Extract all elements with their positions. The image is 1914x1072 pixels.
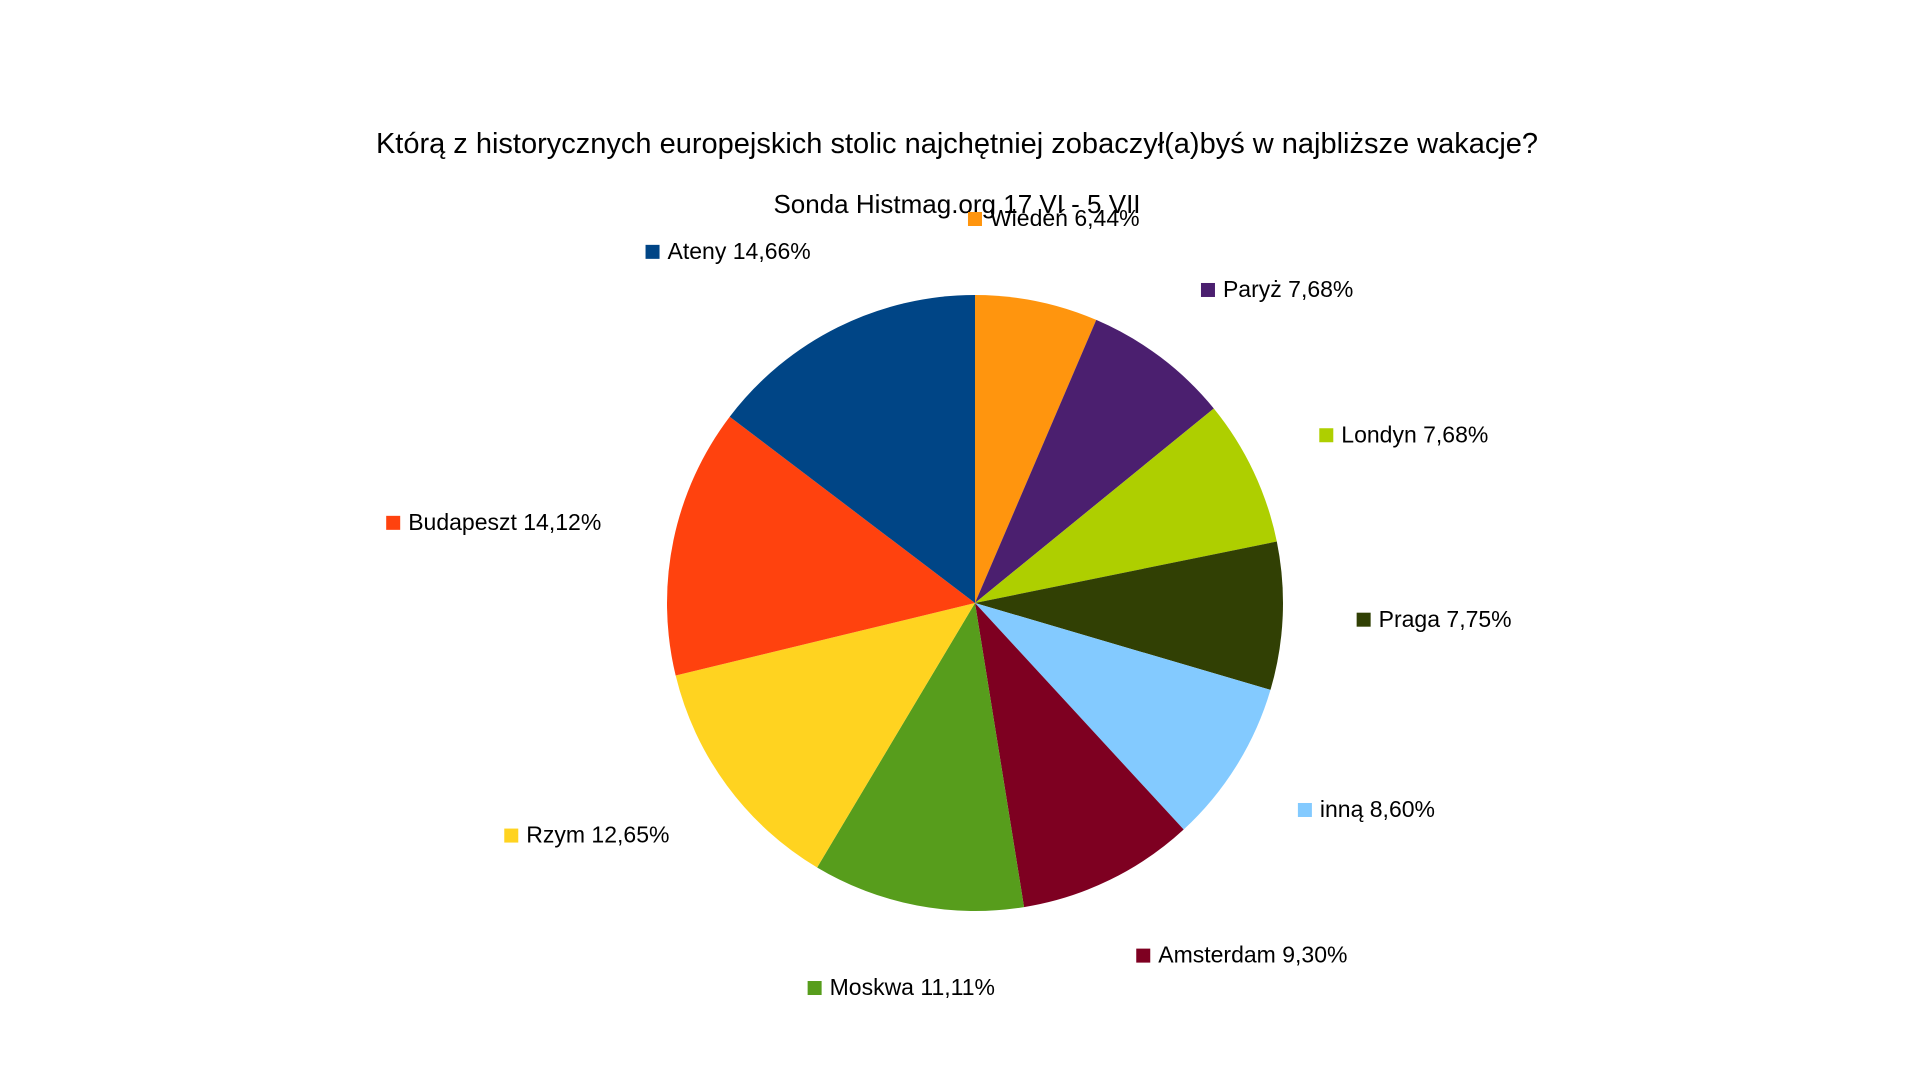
slice-label-text: Ateny 14,66% (668, 238, 811, 264)
slice-label-text: Wiedeń 6,44% (990, 205, 1140, 231)
chart-subtitle: Sonda Histmag.org 17 VI - 5 VII (773, 189, 1141, 219)
legend-key (1136, 948, 1151, 963)
slice-label-text: Moskwa 11,11% (830, 974, 995, 1000)
pie-slice-9 (729, 295, 975, 603)
legend-key (967, 211, 982, 226)
legend-key (807, 981, 822, 996)
slice-label-4: inną 8,60% (1297, 796, 1435, 822)
chart-title: Którą z historycznych europejskich stoli… (375, 128, 1539, 160)
legend-key (504, 828, 519, 843)
legend-key (1297, 802, 1312, 817)
slice-label-3: Praga 7,75% (1356, 606, 1512, 632)
slice-label-text: Amsterdam 9,30% (1158, 942, 1347, 968)
pie-slice-2 (975, 408, 1277, 603)
pie-slice-3 (975, 541, 1283, 690)
slice-label-9: Ateny 14,66% (645, 238, 811, 264)
pie-slice-4 (975, 603, 1271, 830)
slice-label-6: Moskwa 11,11% (807, 974, 995, 1000)
slice-label-text: Praga 7,75% (1379, 606, 1512, 632)
slice-label-2: Londyn 7,68% (1319, 421, 1488, 447)
slice-label-0: Wiedeń 6,44% (967, 205, 1140, 231)
pie-labels: Wiedeń 6,44% Paryż 7,68% Londyn 7,68% Praga… (386, 205, 1512, 1000)
pie-slice-1 (975, 319, 1214, 603)
pie-slice-8 (667, 416, 975, 676)
legend-key (1200, 282, 1215, 297)
legend-key (1356, 612, 1371, 627)
slice-label-text: Budapeszt 14,12% (408, 509, 601, 535)
slice-label-1: Paryż 7,68% (1200, 276, 1353, 302)
legend-key (645, 244, 660, 259)
pie-slice-6 (817, 603, 1025, 911)
slice-label-text: Londyn 7,68% (1341, 421, 1488, 447)
pie-slice-0 (975, 295, 1097, 603)
slice-label-8: Budapeszt 14,12% (386, 509, 601, 535)
legend-key (1319, 428, 1334, 443)
slice-label-text: Paryż 7,68% (1223, 276, 1353, 302)
slice-label-text: Rzym 12,65% (526, 822, 669, 848)
pie-slice-7 (675, 603, 975, 868)
slice-label-5: Amsterdam 9,30% (1136, 942, 1347, 968)
pie-slice-5 (975, 603, 1184, 908)
slice-label-text: inną 8,60% (1320, 796, 1435, 822)
slice-label-7: Rzym 12,65% (504, 822, 669, 848)
legend-key (386, 515, 401, 530)
pie-slices (667, 295, 1283, 911)
